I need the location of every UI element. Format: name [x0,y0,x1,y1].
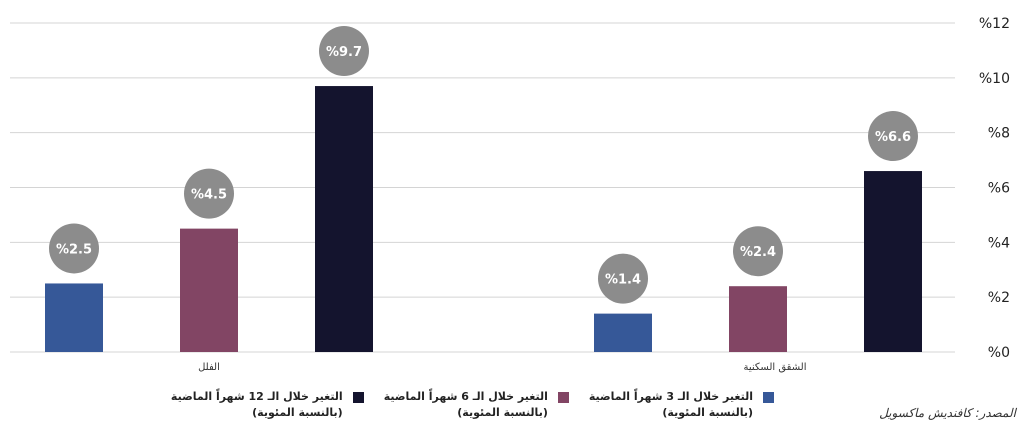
legend-item-12-months: التغير خلال الـ 12 شهراً الماضية (بالنسب… [171,389,364,421]
data-label: %6.6 [875,130,911,145]
legend-line: التغير خلال الـ 6 شهراً الماضية [383,390,548,403]
legend-item-6-months: التغير خلال الـ 6 شهراً الماضية (بالنسبة… [384,389,569,421]
source-note: المصدر: كافنديش ماكسويل [879,406,1016,420]
value-badge [598,253,648,304]
grid-lines [10,22,955,353]
bar [594,313,652,352]
category-label: الفلل [198,362,220,373]
bar [729,286,787,352]
category-label: الشقق السكنية [744,362,807,373]
legend-line: (بالنسبة المئوية) [252,406,343,419]
data-label: %4.5 [191,188,227,203]
data-label: %2.4 [740,245,776,260]
legend-swatch-3-months [763,392,774,403]
legend: التغير خلال الـ 12 شهراً الماضية (بالنسب… [171,389,774,421]
data-label: %9.7 [326,45,362,60]
value-badge [184,168,234,219]
bars [45,86,922,352]
legend-label-12-months: التغير خلال الـ 12 شهراً الماضية (بالنسب… [171,389,343,421]
legend-label-3-months: التغير خلال الـ 3 شهراً الماضية (بالنسبة… [589,389,753,421]
value-badge [868,111,918,162]
legend-item-3-months: التغير خلال الـ 3 شهراً الماضية (بالنسبة… [589,389,774,421]
legend-line: (بالنسبة المئوية) [662,406,753,419]
y-tick-label: %12 [979,16,1010,32]
legend-label-6-months: التغير خلال الـ 6 شهراً الماضية (بالنسبة… [384,389,548,421]
category-labels: الشقق السكنية الفلل [198,362,806,373]
bar [45,283,103,352]
y-tick-label: %0 [988,345,1010,361]
data-label: %1.4 [605,273,641,288]
legend-swatch-6-months [557,392,569,403]
bar [180,228,238,352]
y-tick-label: %2 [988,290,1010,306]
data-label: %2.5 [56,242,92,257]
bar [864,171,922,352]
y-tick-label: %10 [979,71,1010,87]
y-axis-ticks: %0 %2 %4 %6 %8 %10 %12 [979,16,1010,361]
y-tick-label: %4 [988,235,1010,251]
value-badge [49,223,99,274]
legend-line: التغير خلال الـ 3 شهراً الماضية [588,390,753,403]
legend-swatch-12-months [352,392,364,403]
bar-chart: %6.6 %2.4 %1.4 %9.7 %4.5 %2.5 %0 %2 %4 %6 %8 %10 %1… [10,16,1010,373]
legend-line: (بالنسبة المئوية) [457,406,548,419]
value-badge [733,226,783,277]
legend-line: التغير خلال الـ 12 شهراً الماضية [170,390,343,403]
y-tick-label: %6 [988,181,1010,197]
value-badges: %6.6 %2.4 %1.4 %9.7 %4.5 %2.5 [49,26,918,304]
bar [315,86,373,352]
y-tick-label: %8 [988,126,1010,142]
value-badge [319,26,369,77]
